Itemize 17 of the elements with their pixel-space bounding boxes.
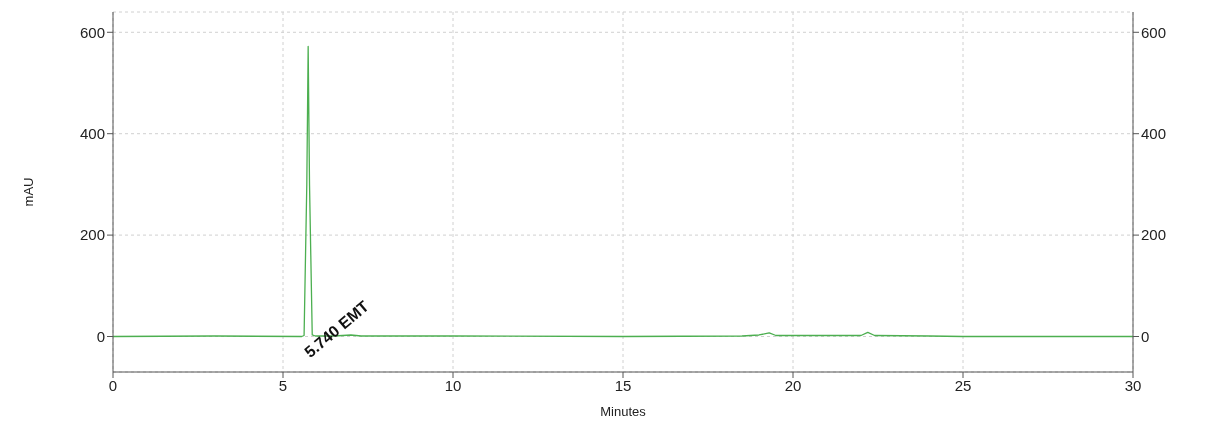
y2-tick-label: 600 — [1141, 23, 1167, 41]
x-tick-label: 10 — [444, 376, 462, 394]
x-tick-label: 0 — [108, 376, 118, 394]
x-tick-label: 20 — [784, 376, 802, 394]
y-tick-label: 600 — [79, 23, 105, 41]
x-tick-label: 15 — [614, 376, 632, 394]
x-tick-label: 25 — [954, 376, 972, 394]
x-tick-label: 30 — [1124, 376, 1142, 394]
x-axis-title: Minutes — [600, 404, 647, 419]
y2-tick-label: 0 — [1141, 327, 1150, 345]
y-tick-label: 400 — [79, 125, 105, 143]
x-tick-label: 5 — [278, 376, 288, 394]
y-tick-label: 200 — [79, 226, 105, 244]
y2-tick-label: 400 — [1141, 125, 1167, 143]
y-tick-label: 0 — [96, 327, 105, 345]
y-axis-title: mAU — [20, 177, 36, 207]
y2-tick-label: 200 — [1141, 226, 1167, 244]
